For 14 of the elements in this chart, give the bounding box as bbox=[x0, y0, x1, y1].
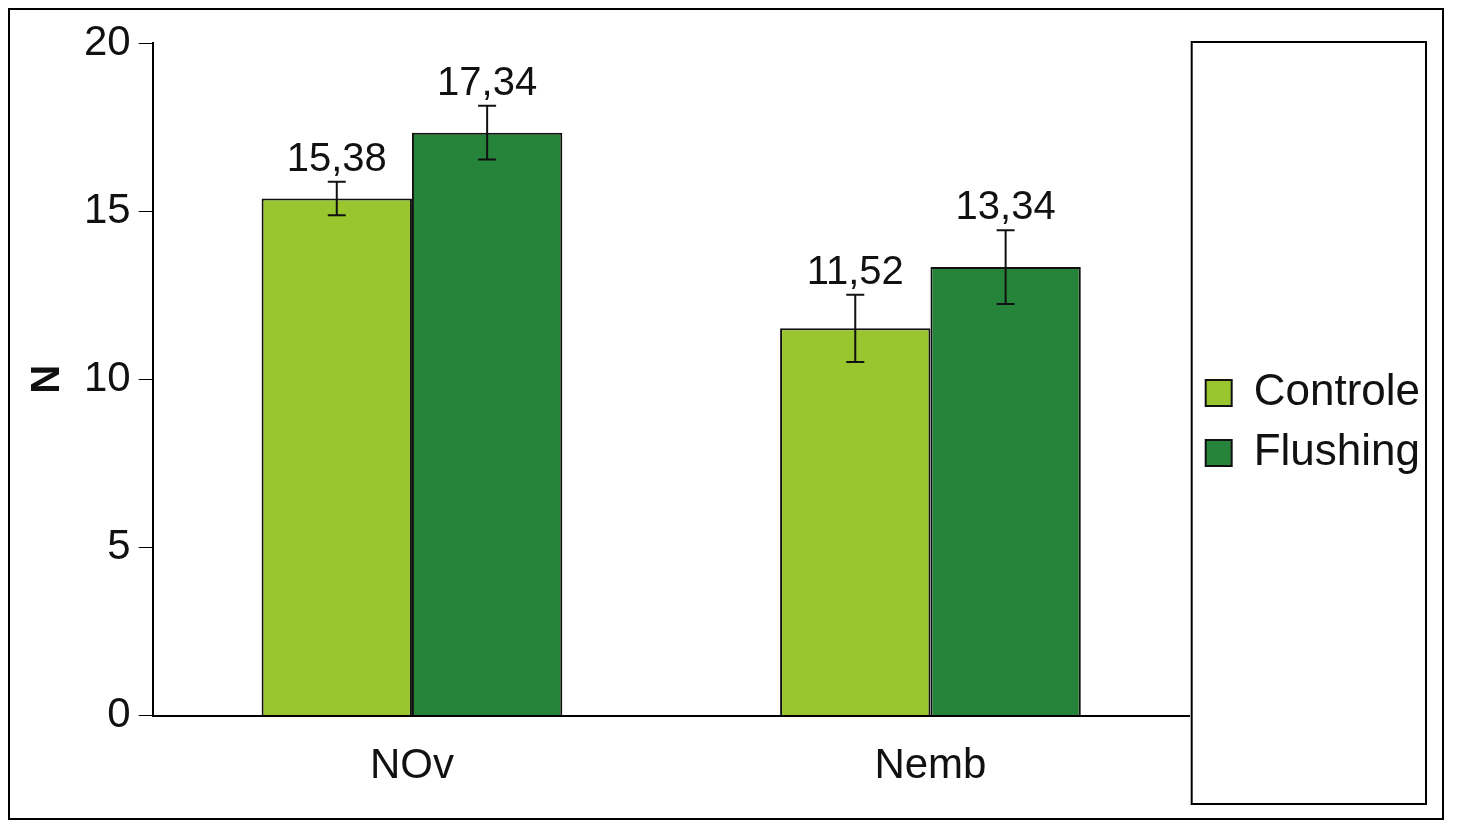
y-tick-label: 10 bbox=[84, 352, 131, 400]
x-tick-label: NOv bbox=[369, 740, 454, 788]
y-axis-title: N bbox=[23, 364, 68, 394]
data-label: 11,52 bbox=[806, 247, 904, 292]
y-tick-label: 0 bbox=[107, 689, 131, 737]
y-tick-label: 15 bbox=[84, 184, 131, 232]
data-label: 17,34 bbox=[437, 58, 538, 103]
y-tick-label: 20 bbox=[84, 16, 131, 64]
x-tick-label: Nemb bbox=[874, 740, 987, 788]
data-label: 15,38 bbox=[286, 134, 387, 179]
legend-label: Controle bbox=[1253, 365, 1420, 415]
data-label: 13,34 bbox=[955, 183, 1056, 228]
y-tick-label: 5 bbox=[107, 521, 131, 569]
legend-label: Flushing bbox=[1253, 425, 1420, 475]
